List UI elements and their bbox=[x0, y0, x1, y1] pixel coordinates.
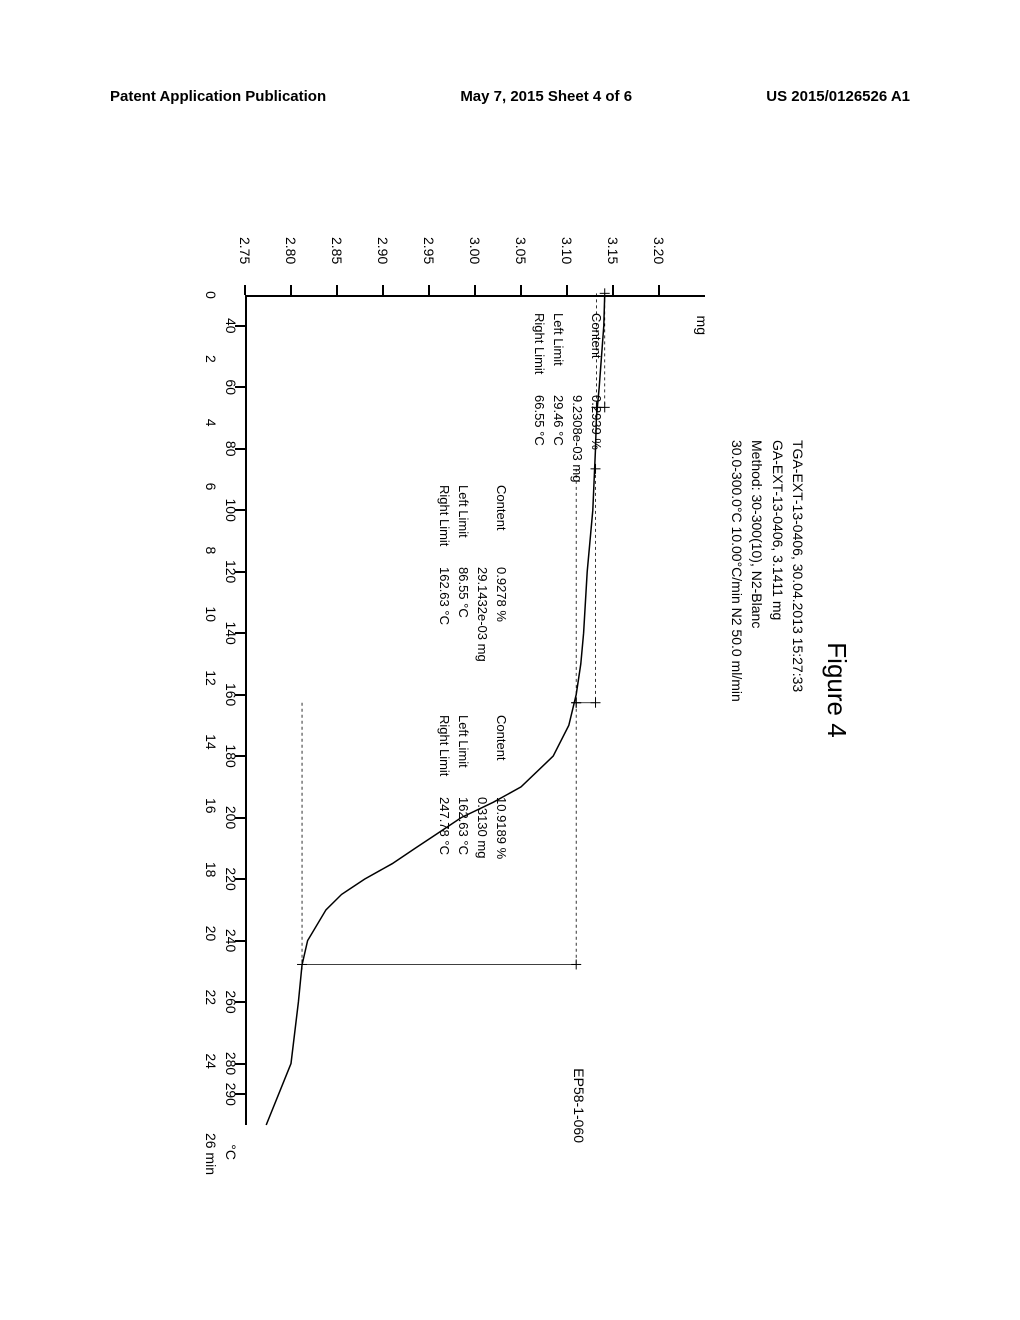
meta-line-1: TGA-EXT-13-0406, 30.04.2013 15:27:33 bbox=[788, 440, 808, 702]
meta-line-4: 30.0-300.0°C 10.00°C/min N2 50.0 ml/min bbox=[727, 440, 747, 702]
meta-line-2: GA-EXT-13-0406, 3.1411 mg bbox=[767, 440, 787, 702]
x-tick-label-time: 4 bbox=[203, 419, 219, 427]
content-label: Content bbox=[586, 313, 605, 385]
x-tick-label-temp: 280 bbox=[223, 1052, 239, 1075]
tga-curve bbox=[245, 295, 705, 1125]
step-block-1: Content 0.2939 % 9.2308e-03 mg Left Limit… bbox=[530, 313, 605, 482]
left-limit-label: Left Limit bbox=[548, 313, 567, 385]
step2-rl: 162.63 °C bbox=[435, 567, 454, 625]
y-tick-label: 3.00 bbox=[467, 237, 483, 264]
y-tick bbox=[244, 285, 246, 295]
rotated-chart-frame: Figure 4 TGA-EXT-13-0406, 30.04.2013 15:… bbox=[160, 200, 860, 1180]
x-tick-label-time: 0 bbox=[203, 291, 219, 299]
y-tick bbox=[612, 285, 614, 295]
x-tick-label-temp: 260 bbox=[223, 990, 239, 1013]
y-tick bbox=[428, 285, 430, 295]
figure-title: Figure 4 bbox=[821, 642, 852, 737]
x-tick-label-time: 14 bbox=[203, 734, 219, 750]
y-tick-label: 2.85 bbox=[329, 237, 345, 264]
y-tick bbox=[382, 285, 384, 295]
step3-rl: 247.78 °C bbox=[435, 797, 454, 855]
step3-mg: 0.3130 mg bbox=[472, 797, 491, 858]
y-tick bbox=[474, 285, 476, 295]
step1-rl: 66.55 °C bbox=[530, 395, 549, 446]
x-tick-label-time: 8 bbox=[203, 546, 219, 554]
y-tick-label: 3.20 bbox=[651, 237, 667, 264]
y-tick-label: 3.10 bbox=[559, 237, 575, 264]
header-left: Patent Application Publication bbox=[110, 88, 326, 105]
x-tick-label-temp: 200 bbox=[223, 806, 239, 829]
x-tick-label-time: 16 bbox=[203, 798, 219, 814]
right-limit-label: Right Limit bbox=[435, 485, 454, 557]
y-unit-label: mg bbox=[694, 316, 710, 335]
x-unit-time: 26 min bbox=[203, 1133, 219, 1175]
x-tick-label-temp: 220 bbox=[223, 867, 239, 890]
x-unit-temp: °C bbox=[223, 1144, 239, 1160]
x-tick-label-temp: 290 bbox=[223, 1083, 239, 1106]
y-tick-label: 2.80 bbox=[283, 237, 299, 264]
step3-pct: 10.9189 % bbox=[491, 797, 510, 859]
page-header: Patent Application Publication May 7, 20… bbox=[110, 88, 910, 105]
right-limit-label: Right Limit bbox=[530, 313, 549, 385]
step-block-3: Content 10.9189 % 0.3130 mg Left Limit 162… bbox=[435, 715, 510, 859]
step1-pct: 0.2939 % bbox=[586, 395, 605, 450]
step3-ll: 162.63 °C bbox=[453, 797, 472, 855]
step2-mg: 29.1432e-03 mg bbox=[472, 567, 491, 662]
meta-block: TGA-EXT-13-0406, 30.04.2013 15:27:33 GA-… bbox=[727, 440, 808, 702]
x-tick-label-time: 2 bbox=[203, 355, 219, 363]
x-tick-label-time: 6 bbox=[203, 483, 219, 491]
header-center: May 7, 2015 Sheet 4 of 6 bbox=[460, 88, 632, 105]
chart-inner: Figure 4 TGA-EXT-13-0406, 30.04.2013 15:… bbox=[160, 200, 860, 1180]
x-tick-label-time: 24 bbox=[203, 1053, 219, 1069]
step1-ll: 29.46 °C bbox=[548, 395, 567, 446]
x-tick-label-temp: 180 bbox=[223, 744, 239, 767]
left-limit-label: Left Limit bbox=[453, 715, 472, 787]
x-tick-label-time: 12 bbox=[203, 670, 219, 686]
x-tick-label-temp: 60 bbox=[223, 379, 239, 395]
y-tick bbox=[566, 285, 568, 295]
right-limit-label: Right Limit bbox=[435, 715, 454, 787]
sample-id: EP58-1-060 bbox=[571, 1068, 587, 1143]
content-label: Content bbox=[491, 715, 510, 787]
y-tick-label: 2.95 bbox=[421, 237, 437, 264]
y-tick bbox=[658, 285, 660, 295]
x-tick-label-temp: 240 bbox=[223, 929, 239, 952]
y-tick-label: 3.15 bbox=[605, 237, 621, 264]
x-tick-label-temp: 80 bbox=[223, 441, 239, 457]
left-limit-label: Left Limit bbox=[453, 485, 472, 557]
y-tick bbox=[520, 285, 522, 295]
header-right: US 2015/0126526 A1 bbox=[766, 88, 910, 105]
step2-pct: 0.9278 % bbox=[491, 567, 510, 622]
meta-line-3: Method: 30-300(10), N2-Blanc bbox=[747, 440, 767, 702]
x-tick-label-temp: 120 bbox=[223, 560, 239, 583]
step1-mg: 9.2308e-03 mg bbox=[567, 395, 586, 482]
step2-ll: 86.55 °C bbox=[453, 567, 472, 618]
step-block-2: Content 0.9278 % 29.1432e-03 mg Left Limi… bbox=[435, 485, 510, 662]
x-tick-label-time: 20 bbox=[203, 926, 219, 942]
axes-box: °C 26 min EP58-1-060 Content0.2939 % 9.2… bbox=[245, 295, 705, 1125]
x-tick-label-time: 18 bbox=[203, 862, 219, 878]
y-tick-label: 2.90 bbox=[375, 237, 391, 264]
y-tick-label: 3.05 bbox=[513, 237, 529, 264]
x-tick-label-temp: 40 bbox=[223, 318, 239, 334]
x-tick-label-time: 22 bbox=[203, 990, 219, 1006]
x-tick-label-temp: 140 bbox=[223, 621, 239, 644]
content-label: Content bbox=[491, 485, 510, 557]
x-tick-label-temp: 160 bbox=[223, 683, 239, 706]
y-tick bbox=[290, 285, 292, 295]
x-tick-label-temp: 100 bbox=[223, 498, 239, 521]
x-tick-label-time: 10 bbox=[203, 606, 219, 622]
y-tick bbox=[336, 285, 338, 295]
y-tick-label: 2.75 bbox=[237, 237, 253, 264]
